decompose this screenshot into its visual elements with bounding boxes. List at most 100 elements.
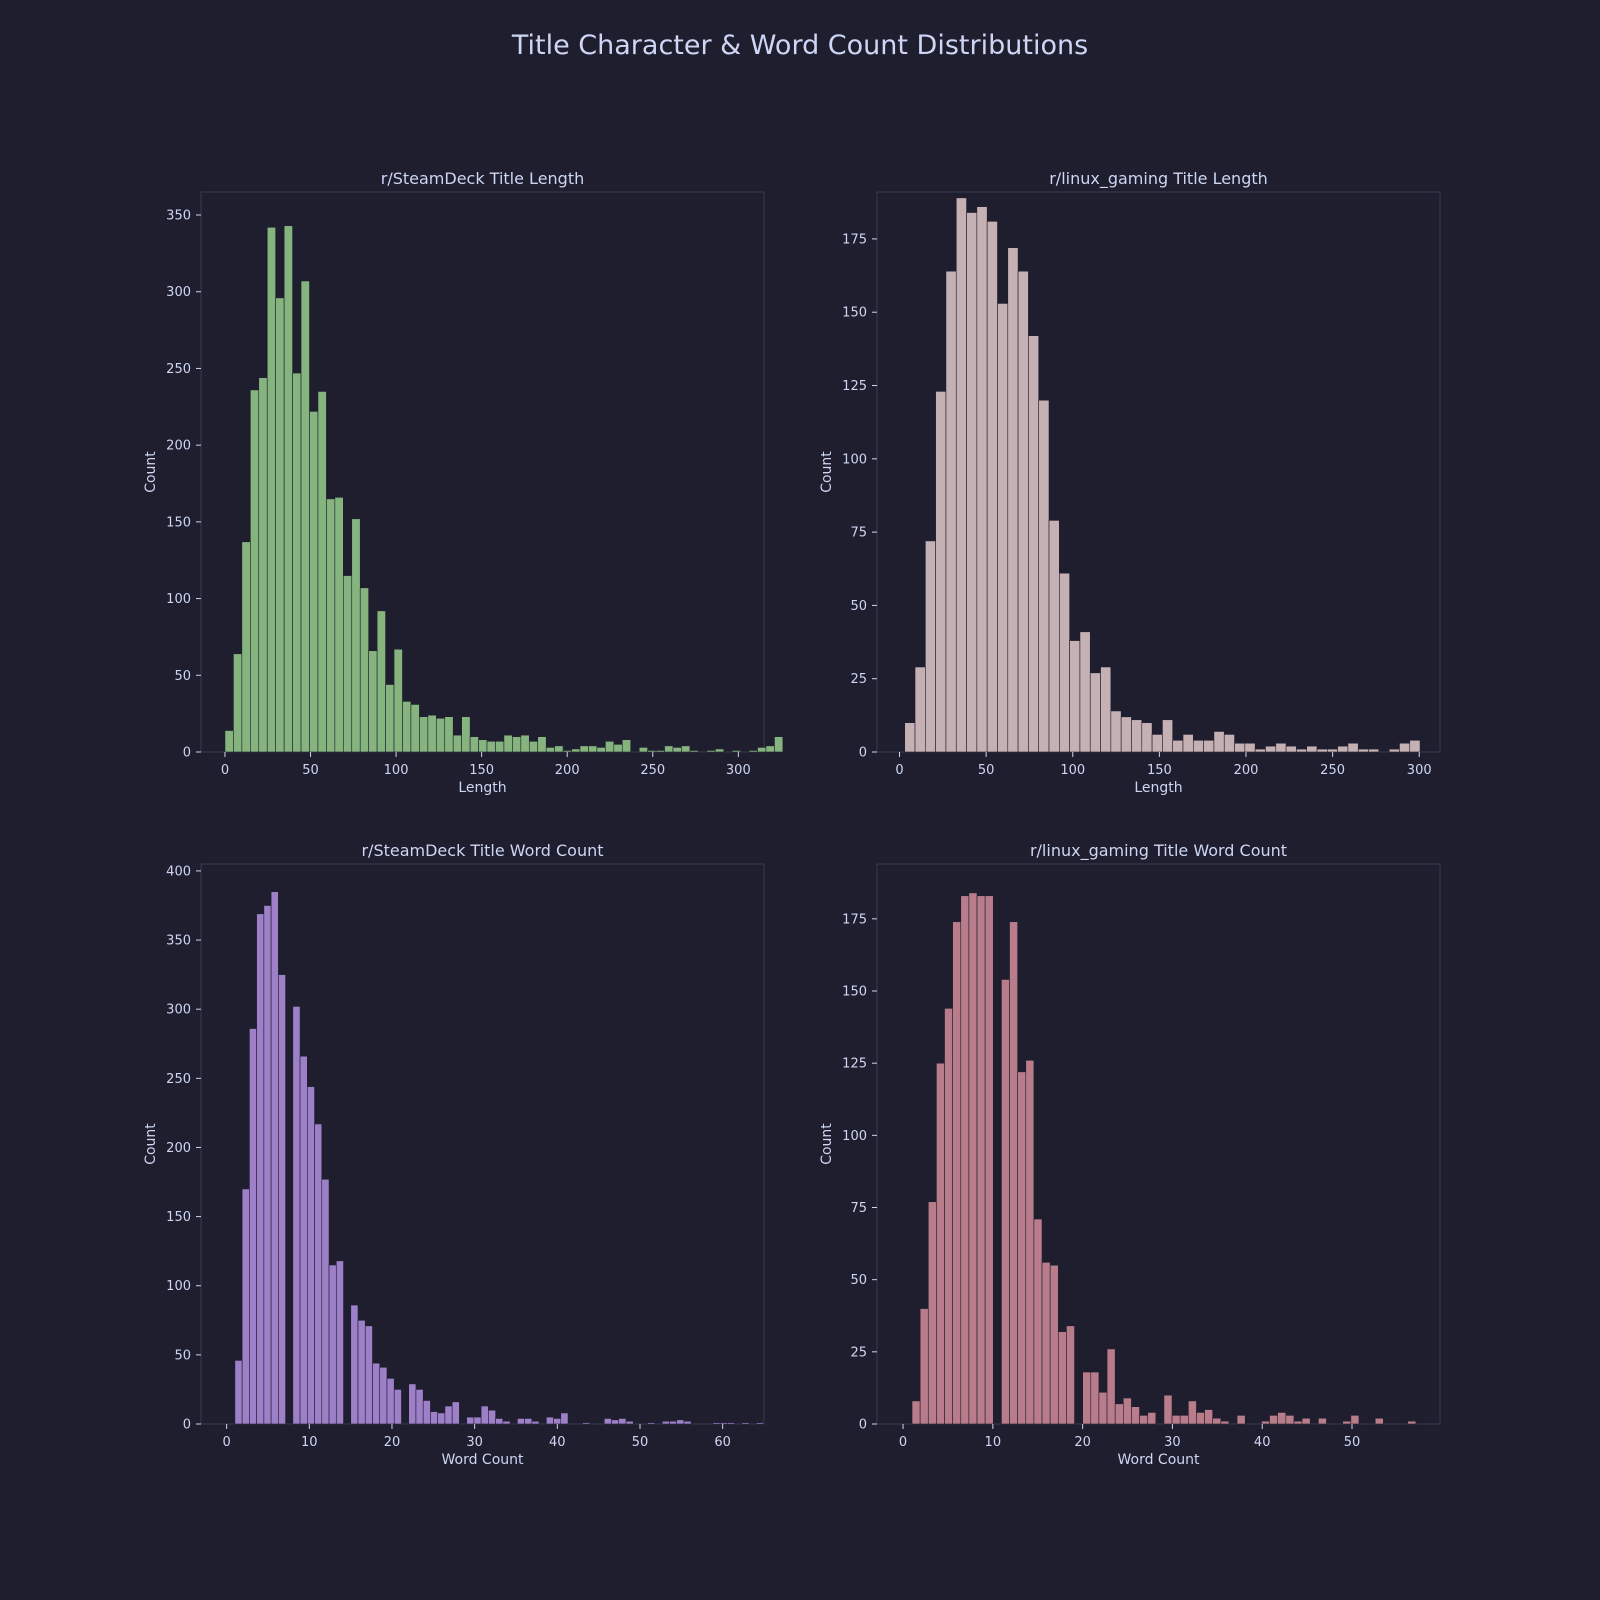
histogram-bar [249,1028,257,1425]
y-tick-label: 400 [166,864,191,879]
y-tick-label: 300 [166,285,191,300]
histogram-bar [488,1409,496,1425]
x-tick-label: 0 [222,1435,230,1450]
x-tick-label: 300 [1407,763,1432,778]
x-tick-label: 0 [221,763,229,778]
histogram-bar [512,736,522,753]
y-tick-label: 350 [166,934,191,949]
histogram-bar [955,197,967,753]
histogram-bar [386,1378,395,1425]
histogram-bar [1261,1420,1270,1425]
x-tick-label: 50 [1344,1435,1361,1450]
histogram-bar [314,1123,323,1425]
histogram-bar [292,372,302,753]
histogram-bar [1285,745,1297,753]
histogram-bar [224,730,234,753]
histogram-bar [452,734,462,753]
histogram-bar [364,1325,373,1425]
y-tick-label: 250 [166,362,191,377]
histogram-bar [1342,1420,1352,1425]
histogram-bar [256,913,265,1425]
y-tick-label: 0 [859,746,867,761]
y-axis-label: Count [819,451,835,493]
histogram-bar [1220,1420,1230,1425]
x-tick-label: 200 [1234,763,1259,778]
histogram-bar [1285,1415,1295,1425]
x-axis-label: Length [1134,780,1182,796]
histogram-bar [430,1411,438,1425]
histogram-bar [1100,666,1112,753]
histogram-bar [712,1422,721,1425]
y-tick-label: 50 [850,1273,867,1288]
histogram-bar [1193,739,1204,753]
histogram-bar [579,745,589,753]
x-axis-label: Length [458,780,506,796]
histogram-bar [976,206,988,753]
histogram-bar [1306,745,1318,753]
histogram-bar [326,498,336,753]
histogram-bar [495,1418,504,1425]
y-tick-label: 100 [842,452,867,467]
histogram-bar [914,666,926,753]
histogram-bar [379,1367,388,1425]
histogram-bar [545,747,555,753]
y-tick-label: 125 [842,379,867,394]
x-tick-label: 20 [1074,1435,1091,1450]
histogram-bar [410,704,420,753]
histogram-bar [517,1418,525,1425]
y-tick-label: 150 [842,306,867,321]
histogram-bar [562,750,572,753]
histogram-bar [357,1319,366,1425]
histogram-bar [372,1362,381,1425]
y-tick-label: 75 [850,1201,867,1216]
x-tick-label: 150 [469,763,494,778]
histogram-bar [461,716,471,753]
histogram-bar [613,744,623,753]
y-tick-label: 350 [166,209,191,224]
histogram-bar [1254,748,1266,753]
y-axis-label: Count [143,451,159,493]
histogram-bar [1244,742,1256,753]
y-tick-label: 125 [842,1057,867,1072]
histogram-bar [1296,748,1307,753]
histogram-bar [422,1400,431,1425]
x-tick-label: 50 [978,763,995,778]
histogram-bar [925,540,936,753]
histogram-bar [444,1405,453,1425]
panel-title: r/SteamDeck Title Length [381,169,585,188]
x-tick-label: 150 [1147,763,1172,778]
histogram-bar [1123,1397,1132,1425]
histogram-bar [241,541,251,753]
histogram-bar [334,497,344,753]
x-tick-label: 60 [714,1435,731,1450]
histogram-bar [1347,742,1359,753]
histogram-bar [1388,748,1400,753]
y-tick-label: 175 [842,232,867,247]
histogram-bar [1212,1417,1222,1425]
histogram-bar [1066,1325,1075,1425]
histogram-bar [986,221,998,753]
histogram-bar [437,1412,446,1425]
histogram-bar [706,750,716,753]
histogram-bar [502,1420,511,1425]
histogram-bar [546,1416,554,1425]
x-tick-label: 50 [632,1435,649,1450]
histogram-bar [528,740,539,753]
histogram-bar [647,1422,656,1425]
histogram-bar [625,1420,634,1425]
histogram-bar [638,747,648,753]
histogram-bar [669,1420,677,1425]
histogram-bar [309,411,319,753]
histogram-bar [1337,745,1349,753]
histogram-bar [1131,719,1143,753]
histogram-bar [1204,1409,1213,1425]
histogram-bar [621,739,632,753]
histogram-bar [402,701,412,753]
histogram-bar [469,736,479,753]
histogram-bar [1090,1371,1100,1425]
histogram-bar [605,740,615,753]
histogram-bar [672,747,682,753]
y-tick-label: 50 [850,599,867,614]
histogram-bar [520,734,530,753]
